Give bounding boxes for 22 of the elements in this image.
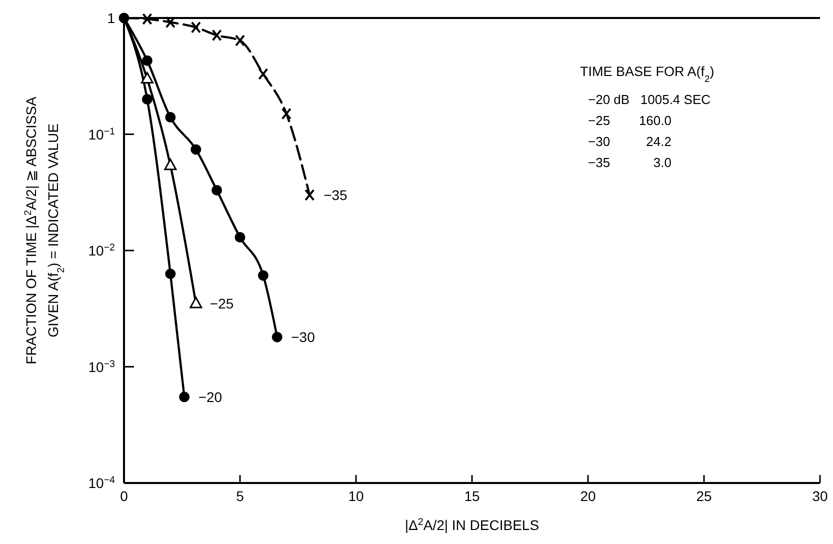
annotation: −25 160.0 [588,113,672,128]
series-label: −30 [291,329,316,346]
annotation: TIME BASE FOR A(f$_{2}$) [580,64,714,84]
series-label: −35 [324,187,348,204]
annotation: −35 3.0 [588,155,672,170]
x-tick-label: 10 [348,488,364,504]
series-label: −25 [210,296,234,312]
x-tick-label: 20 [580,488,596,504]
x-tick-label: 30 [812,488,828,504]
annotation: −20 dB 1005.4 SEC [588,92,711,107]
annotation: −30 24.2 [588,134,672,149]
x-tick-label: 25 [696,488,712,504]
series-label: −20 [198,388,222,405]
x-tick-label: 0 [120,488,128,504]
y-tick-label: 10$^{−1}$ [88,126,115,142]
x-tick-label: 15 [464,488,480,504]
y-tick-label: 10$^{−4}$ [88,474,116,491]
y-tick-label: 1 [107,10,116,26]
x-tick-label: 5 [236,488,244,504]
y-tick-label: 10$^{−2}$ [88,242,115,258]
x-axis-title: |Δ$^{2}$A/2| IN DECIBELS [404,516,540,533]
y-tick-label: 10$^{−3}$ [88,358,116,375]
